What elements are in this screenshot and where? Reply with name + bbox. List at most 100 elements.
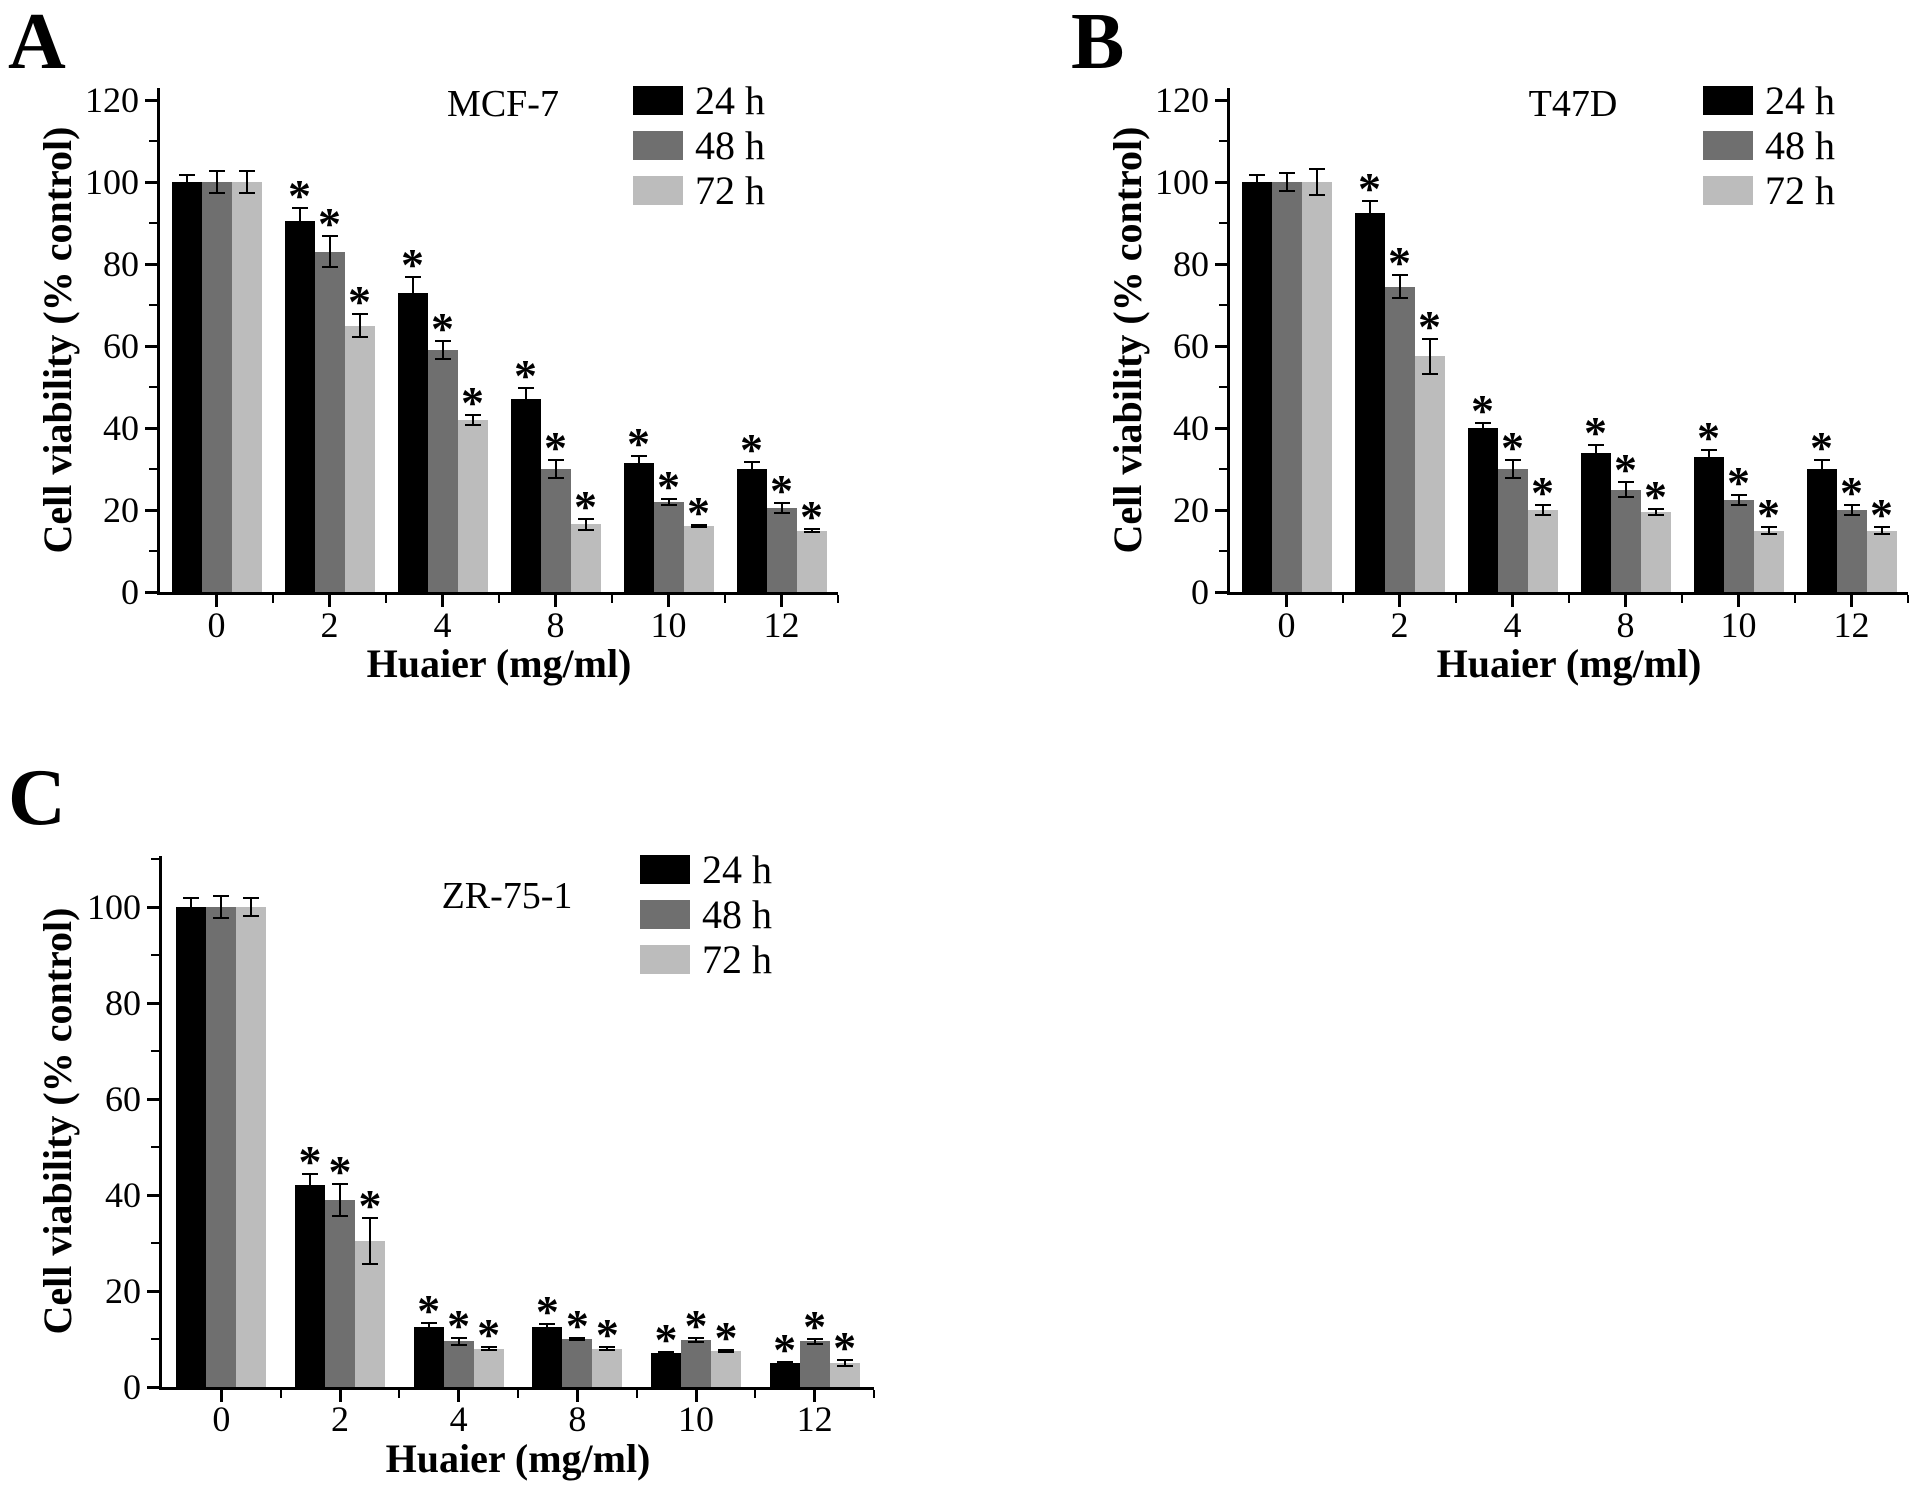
bar-48h-x12 — [1836, 510, 1867, 592]
significance-asterisk: * — [687, 487, 710, 539]
bar-72h-x0 — [1301, 182, 1332, 592]
legend-row: 48 h — [633, 124, 813, 168]
error-bar-line — [667, 497, 670, 506]
significance-asterisk: * — [574, 481, 597, 533]
error-bar-line — [245, 169, 248, 195]
y-minor-tick — [151, 858, 159, 860]
error-bar-line — [1624, 481, 1627, 498]
y-major-tick — [147, 1098, 159, 1101]
significance-asterisk: * — [358, 1179, 382, 1231]
significance-asterisk: * — [401, 239, 424, 291]
error-bar-cap-top — [450, 1336, 467, 1339]
error-bar-cap-bottom — [213, 917, 230, 919]
error-bar-cap-bottom — [517, 409, 534, 412]
error-bar-cap-bottom — [450, 1344, 467, 1347]
error-bar-cap-top — [836, 1359, 853, 1362]
error-bar-line — [637, 454, 640, 472]
y-major-tick — [145, 345, 157, 348]
bar-24h-x0 — [1241, 182, 1272, 592]
y-tick-label: 100 — [1155, 162, 1209, 202]
significance-asterisk: * — [800, 491, 823, 543]
error-bar-line — [1880, 526, 1883, 535]
error-bar-cap-bottom — [599, 1349, 616, 1351]
x-major-tick — [1285, 595, 1288, 607]
error-bar-cap-bottom — [660, 503, 677, 506]
error-bar-cap-top — [1391, 274, 1408, 277]
y-major-tick — [147, 1194, 159, 1197]
legend-label: 72 h — [695, 168, 765, 213]
significance-asterisk: * — [1614, 444, 1637, 496]
x-tick-label: 10 — [678, 1399, 714, 1439]
y-minor-tick — [1219, 222, 1227, 224]
error-bar-cap-bottom — [302, 1195, 318, 1198]
error-bar-line — [1767, 526, 1770, 535]
bar-24h-x12 — [769, 1363, 800, 1387]
x-axis-title: Huaier (mg/ml) — [366, 641, 632, 686]
bar-24h-x10 — [1693, 456, 1724, 592]
error-bar-line — [750, 460, 753, 478]
bar-24h-x12 — [1806, 469, 1837, 592]
y-major-tick — [1215, 591, 1227, 594]
error-bar-cap-bottom — [1647, 514, 1664, 517]
x-minor-tick — [1568, 595, 1570, 603]
panel-letter: C — [8, 754, 66, 842]
y-minor-tick — [1219, 304, 1227, 306]
legend-swatch-72h — [633, 176, 683, 205]
y-minor-tick — [1219, 468, 1227, 470]
error-bar-line — [220, 895, 223, 919]
bar-48h-x2 — [314, 251, 345, 592]
x-tick-label: 0 — [207, 605, 226, 645]
error-bar-cap-top — [1760, 526, 1777, 529]
error-bar-cap-bottom — [1504, 477, 1521, 480]
error-bar-line — [725, 1348, 727, 1354]
legend-swatch-48h — [633, 131, 683, 160]
y-minor-tick — [151, 1050, 159, 1052]
x-tick-label: 12 — [1833, 605, 1870, 645]
y-minor-tick — [149, 550, 157, 552]
bar-48h-x4 — [427, 350, 458, 592]
bar-24h-x2 — [1354, 212, 1385, 592]
legend-label: 24 h — [702, 847, 772, 892]
error-bar-cap-bottom — [1421, 372, 1438, 375]
x-minor-tick — [385, 595, 387, 603]
error-bar-line — [783, 1360, 786, 1366]
significance-asterisk: * — [654, 1314, 678, 1365]
x-major-tick — [575, 1390, 579, 1402]
x-tick-label: 8 — [568, 1399, 587, 1439]
bar-72h-x8 — [592, 1348, 623, 1387]
significance-asterisk: * — [1727, 456, 1750, 508]
x-tick-label: 10 — [650, 605, 687, 645]
x-tick-label: 10 — [1720, 605, 1757, 645]
bar-48h-x2 — [325, 1199, 355, 1387]
significance-asterisk: * — [770, 464, 793, 516]
significance-asterisk: * — [657, 460, 680, 512]
bar-24h-x4 — [413, 1327, 444, 1387]
significance-asterisk: * — [298, 1136, 322, 1188]
error-bar-cap-top — [743, 460, 760, 463]
bar-72h-x2 — [355, 1240, 385, 1387]
y-tick-label: 0 — [123, 1367, 141, 1407]
error-bar-cap-bottom — [1700, 462, 1717, 465]
error-bar-cap-top — [1361, 200, 1378, 203]
error-bar-cap-top — [351, 313, 368, 316]
error-bar-cap-bottom — [1873, 532, 1890, 535]
legend-label: 48 h — [702, 892, 772, 937]
bar-24h-x4 — [397, 292, 428, 592]
bar-24h-x8 — [510, 399, 541, 592]
error-bar-cap-top — [806, 1338, 823, 1341]
error-bar-cap-top — [321, 235, 338, 238]
error-bar-cap-bottom — [362, 1262, 378, 1265]
y-major-tick — [147, 1290, 159, 1293]
error-bar-cap-bottom — [539, 1328, 556, 1331]
y-tick-label: 80 — [1173, 244, 1209, 284]
error-bar-cap-top — [183, 897, 200, 900]
y-tick-label: 60 — [1173, 326, 1209, 366]
error-bar-line — [576, 1336, 579, 1342]
error-bar-cap-bottom — [743, 475, 760, 478]
legend-swatch-24h — [640, 855, 690, 884]
error-bar-cap-top — [1534, 503, 1551, 506]
y-major-tick — [1215, 263, 1227, 266]
bar-48h-x4 — [443, 1341, 474, 1387]
